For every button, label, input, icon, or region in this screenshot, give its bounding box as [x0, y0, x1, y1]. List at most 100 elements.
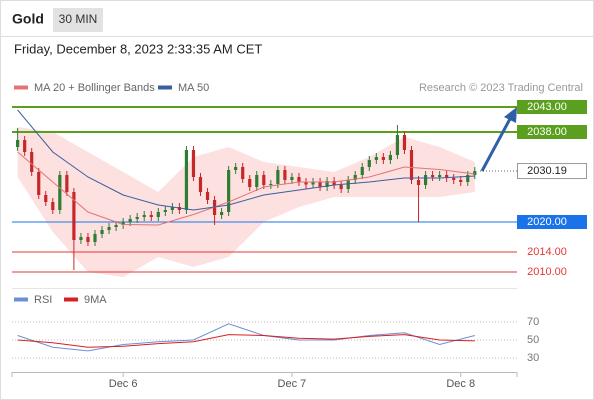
candle-body	[23, 140, 27, 152]
candle-body	[93, 234, 97, 242]
candle-body	[163, 210, 167, 212]
legend-label: RSI	[34, 294, 52, 306]
level-box	[517, 215, 587, 229]
candle-body	[135, 217, 139, 219]
candle-body	[128, 219, 132, 222]
candle-body	[149, 215, 153, 217]
candle-body	[339, 185, 343, 189]
arrow-head	[504, 107, 517, 123]
candle-body	[227, 170, 231, 212]
candle-body	[156, 212, 160, 217]
candle-body	[409, 150, 414, 180]
legend-swatch	[14, 297, 28, 302]
x-tick-label: Dec 8	[446, 378, 475, 390]
interval-button[interactable]	[53, 8, 103, 32]
candle-body	[445, 175, 449, 178]
candle-body	[290, 177, 294, 180]
candle-body	[184, 150, 189, 210]
candle-body	[58, 175, 62, 210]
interval-label[interactable]: 30 MIN	[59, 12, 98, 26]
candle-body	[374, 157, 378, 160]
candle-body	[297, 177, 301, 182]
ma-line	[17, 109, 475, 211]
level-label: 2043.00	[527, 101, 567, 113]
level-box	[517, 125, 587, 139]
candle-body	[142, 215, 146, 217]
legend-label: MA 20 + Bollinger Bands	[34, 82, 155, 94]
candle-body	[367, 160, 371, 167]
candle-body	[276, 170, 280, 184]
note: Research © 2023 Trading Central	[419, 82, 583, 94]
level-label: 2020.00	[527, 216, 567, 228]
legend-swatch	[64, 297, 78, 302]
candle-body	[121, 222, 125, 225]
candle-body	[332, 181, 336, 185]
y-tick-label: 50	[527, 334, 539, 346]
candle-body	[44, 195, 48, 202]
legend-swatch	[158, 85, 172, 90]
candle-body	[416, 180, 421, 185]
x-tick-label: Dec 6	[109, 378, 138, 390]
level-label: 2038.00	[527, 126, 567, 138]
candle-body	[234, 167, 238, 170]
x-tick-label: Dec 7	[278, 378, 307, 390]
level-label: 2030.19	[527, 165, 567, 177]
candle-body	[283, 170, 287, 180]
forecast-arrow	[480, 107, 517, 172]
candle-body	[16, 140, 20, 147]
candle-body	[255, 175, 259, 187]
candle-body	[430, 175, 435, 177]
candle-body	[459, 180, 463, 182]
candle-body	[269, 184, 273, 185]
candle-body	[79, 237, 83, 240]
candle-body	[198, 177, 203, 192]
arrow-shaft	[480, 116, 513, 172]
bollinger-band	[17, 127, 475, 277]
candle-body	[241, 167, 245, 179]
candle-body	[325, 181, 329, 187]
candle-body	[248, 179, 252, 187]
y-tick-label: 30	[527, 352, 539, 364]
ma-line	[17, 151, 475, 226]
candle-body	[107, 227, 111, 230]
candle-body	[51, 202, 55, 210]
rsi-line	[17, 323, 475, 352]
candle-body	[395, 135, 400, 155]
candle-body	[191, 150, 196, 177]
candle-body	[262, 175, 266, 185]
candle-body	[205, 192, 210, 200]
candle-body	[304, 182, 308, 185]
candle-body	[438, 175, 442, 177]
level-label: 2014.00	[527, 246, 567, 258]
candle-body	[219, 212, 224, 215]
candle-body	[30, 152, 34, 172]
candle-body	[65, 175, 69, 192]
candle-body	[452, 178, 456, 180]
candle-body	[466, 175, 470, 182]
candle-body	[360, 167, 364, 175]
timestamp: Friday, December 8, 2023 2:33:35 AM CET	[14, 41, 262, 56]
candle-body	[318, 182, 322, 187]
candle-body	[353, 175, 357, 180]
legend-swatch	[14, 85, 28, 90]
candle-body	[170, 207, 174, 210]
candle-body	[311, 182, 315, 185]
legend-label: 9MA	[84, 294, 107, 306]
candle-body	[423, 175, 428, 185]
candle-body	[100, 230, 104, 234]
candle-body	[86, 237, 90, 242]
candle-body	[346, 180, 350, 189]
candle-body	[402, 135, 407, 150]
candle-body	[114, 225, 118, 227]
level-box	[517, 163, 587, 180]
level-label: 2010.00	[527, 266, 567, 278]
level-box	[517, 100, 587, 114]
candle-body	[37, 172, 41, 195]
y-tick-label: 70	[527, 316, 539, 328]
candle-body	[381, 157, 385, 160]
candle-body	[72, 192, 76, 240]
candle-body	[388, 155, 392, 160]
title: Gold	[12, 11, 44, 27]
rsi-line	[17, 334, 475, 348]
